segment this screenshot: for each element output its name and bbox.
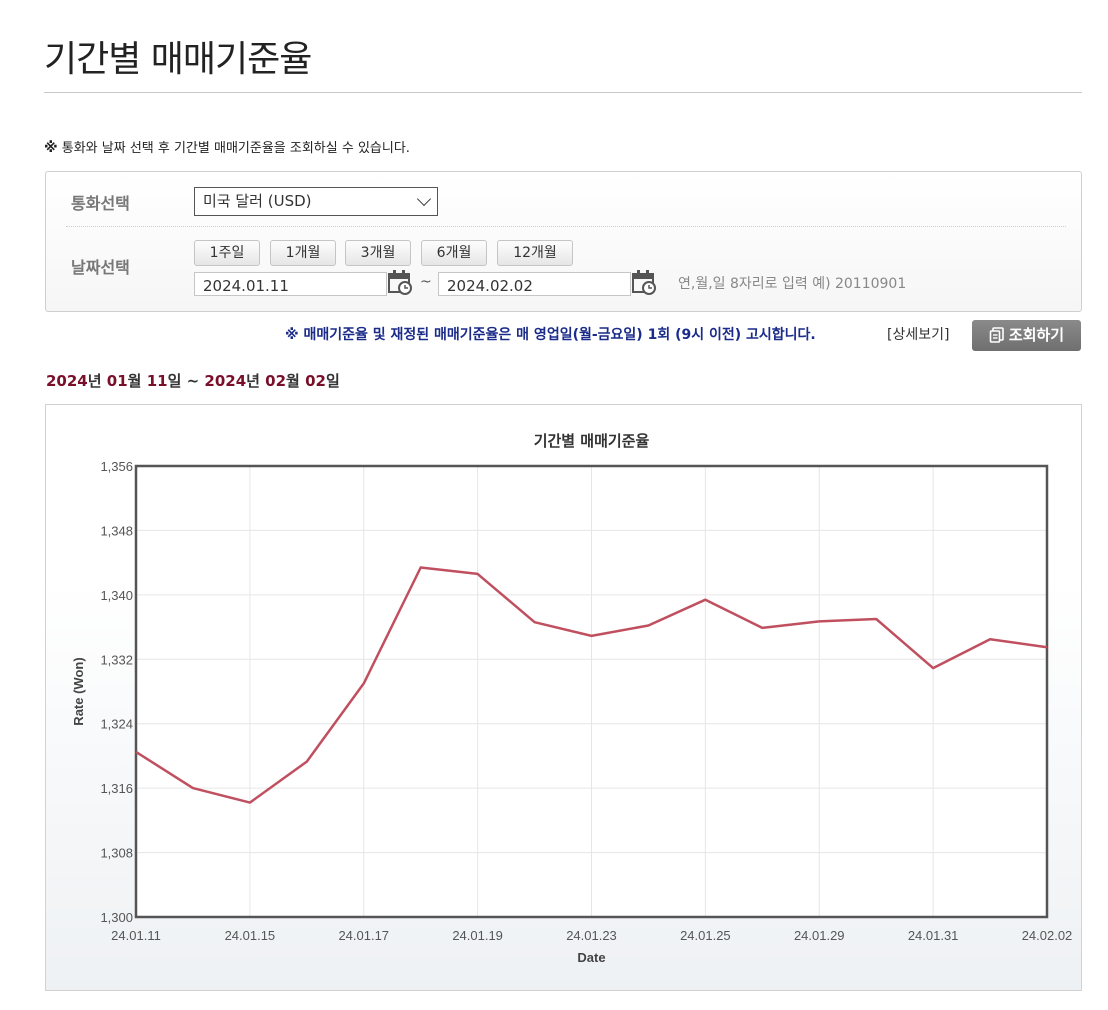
period-button-12months[interactable]: 12개월 bbox=[497, 240, 573, 266]
range-end-year: 2024 bbox=[204, 372, 247, 390]
calendar-icon[interactable] bbox=[632, 269, 658, 295]
x-tick-label: 24.01.23 bbox=[566, 928, 617, 943]
y-tick-label: 1,332 bbox=[100, 652, 133, 667]
range-text: 일 bbox=[325, 372, 340, 390]
range-text: 월 bbox=[127, 372, 147, 390]
document-icon bbox=[989, 327, 1004, 343]
y-tick-label: 1,300 bbox=[100, 910, 133, 925]
title-divider bbox=[44, 92, 1082, 93]
period-button-6months[interactable]: 6개월 bbox=[421, 240, 487, 266]
range-text: 일 ~ bbox=[167, 372, 205, 390]
range-text: 년 bbox=[246, 372, 266, 390]
y-tick-label: 1,348 bbox=[100, 523, 133, 538]
currency-label: 통화선택 bbox=[71, 194, 130, 213]
range-end-day: 02 bbox=[305, 372, 326, 390]
range-end-month: 02 bbox=[265, 372, 287, 390]
selected-date-range: 2024년 01월 11일 ~ 2024년 02월 02일 bbox=[46, 370, 340, 391]
page-title: 기간별 매매기준율 bbox=[44, 39, 312, 80]
x-tick-label: 24.01.19 bbox=[452, 928, 503, 943]
chart-panel: 1,300 1,308 1,316 1,324 1,332 1,340 1,348 1,356… bbox=[45, 404, 1082, 991]
rate-line-chart: 1,300 1,308 1,316 1,324 1,332 1,340 1,348 1,356… bbox=[71, 432, 1073, 965]
announcement-text: ※ 매매기준율 및 재정된 매매기준율은 매 영업일(월-금요일) 1회 (9시… bbox=[285, 327, 816, 343]
date-label: 날짜선택 bbox=[71, 258, 130, 277]
y-tick-label: 1,356 bbox=[100, 459, 133, 474]
x-tick-label: 24.01.15 bbox=[225, 928, 276, 943]
x-tick-label: 24.01.31 bbox=[908, 928, 959, 943]
currency-selected-value: 미국 달러 (USD) bbox=[203, 192, 312, 210]
search-button-label: 조회하기 bbox=[1008, 326, 1065, 344]
period-button-3months[interactable]: 3개월 bbox=[345, 240, 411, 266]
range-text: 월 bbox=[286, 372, 306, 390]
y-axis-title: Rate (Won) bbox=[71, 657, 86, 725]
range-start-year: 2024 bbox=[46, 372, 88, 390]
date-range-separator: ~ bbox=[420, 274, 432, 290]
notice-message: 통화와 날짜 선택 후 기간별 매매기준율을 조회하실 수 있습니다. bbox=[61, 141, 410, 156]
x-tick-label: 24.01.11 bbox=[111, 928, 161, 943]
date-format-hint: 연,월,일 8자리로 입력 예) 20110901 bbox=[678, 276, 907, 292]
y-tick-label: 1,308 bbox=[100, 846, 133, 861]
x-axis-title: Date bbox=[577, 950, 605, 965]
calendar-icon[interactable] bbox=[388, 269, 414, 295]
chart-title: 기간별 매매기준율 bbox=[534, 432, 650, 450]
notice-text: ※ 통화와 날짜 선택 후 기간별 매매기준율을 조회하실 수 있습니다. bbox=[44, 137, 410, 156]
period-button-1week[interactable]: 1주일 bbox=[194, 240, 260, 266]
search-form: 통화선택 미국 달러 (USD) 날짜선택 1주일 1개월 3개월 6개월 12… bbox=[45, 171, 1082, 312]
y-tick-label: 1,324 bbox=[100, 717, 133, 732]
y-tick-label: 1,340 bbox=[100, 588, 133, 603]
x-tick-label: 24.01.17 bbox=[338, 928, 389, 943]
chevron-down-icon bbox=[416, 191, 432, 207]
plot-frame bbox=[134, 464, 1049, 919]
x-tick-label: 24.02.02 bbox=[1022, 928, 1073, 943]
start-date-input[interactable]: 2024.01.11 bbox=[194, 272, 387, 296]
rate-series-line bbox=[135, 566, 1048, 804]
range-start-day: 11 bbox=[146, 372, 168, 390]
search-button[interactable]: 조회하기 bbox=[972, 320, 1081, 351]
y-tick-label: 1,316 bbox=[100, 781, 133, 796]
notice-mark: ※ bbox=[44, 140, 58, 156]
x-tick-label: 24.01.25 bbox=[680, 928, 731, 943]
form-row-divider bbox=[66, 226, 1066, 227]
range-text: 년 bbox=[87, 372, 107, 390]
x-tick-label: 24.01.29 bbox=[794, 928, 845, 943]
detail-link[interactable]: [상세보기] bbox=[887, 327, 950, 343]
currency-select[interactable]: 미국 달러 (USD) bbox=[194, 187, 438, 216]
range-start-month: 01 bbox=[106, 372, 128, 390]
period-button-1month[interactable]: 1개월 bbox=[270, 240, 336, 266]
end-date-input[interactable]: 2024.02.02 bbox=[438, 272, 631, 296]
